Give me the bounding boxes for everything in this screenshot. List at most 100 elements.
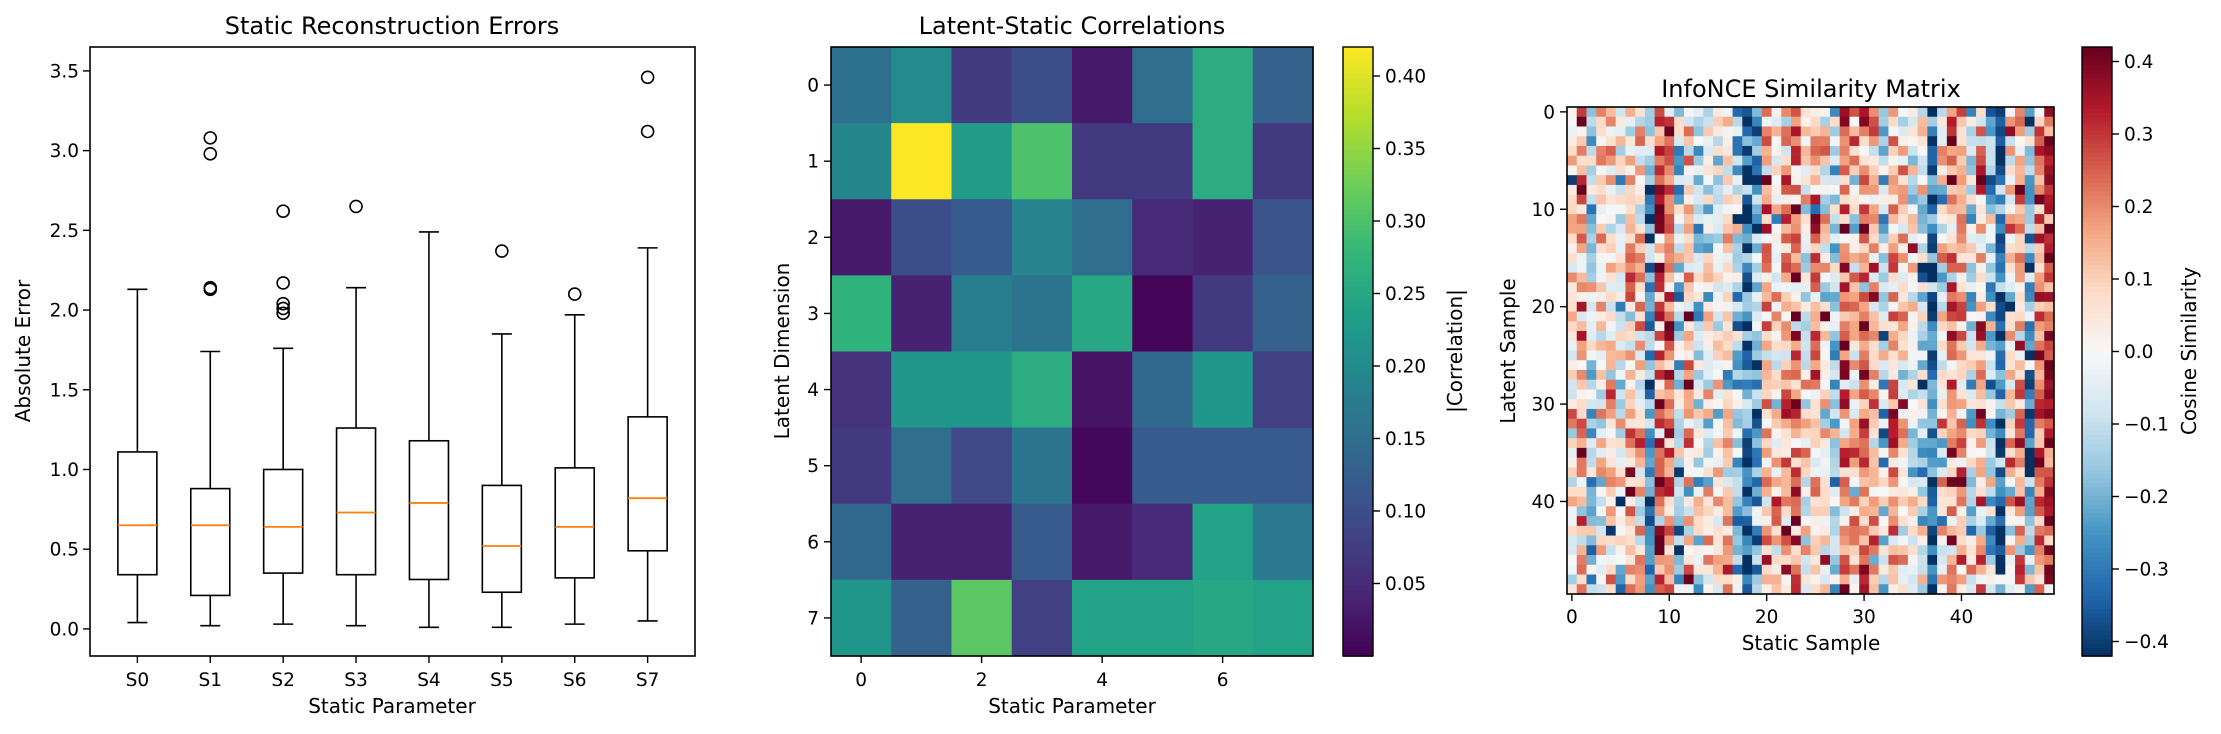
cell xyxy=(1732,408,1743,420)
cell xyxy=(1868,574,1880,585)
cell xyxy=(1625,194,1636,205)
cell xyxy=(2044,301,2055,313)
cell xyxy=(1781,145,1792,157)
cell xyxy=(1839,301,1850,313)
cell xyxy=(1800,574,1811,585)
colorbar-segment xyxy=(1343,600,1373,607)
y-tick-label: 2 xyxy=(807,228,819,249)
colorbar-segment xyxy=(1343,595,1373,601)
cell-r1-c3 xyxy=(1011,123,1073,200)
cell xyxy=(1956,301,1967,313)
cell xyxy=(1907,194,1919,205)
cell xyxy=(1956,282,1967,293)
cell xyxy=(1956,165,1967,176)
colorbar-segment xyxy=(2082,360,2112,366)
cell xyxy=(1683,360,1695,371)
cell xyxy=(1937,116,1948,127)
cell xyxy=(1810,331,1821,342)
cell xyxy=(1995,496,2006,507)
cell xyxy=(1722,184,1734,196)
cell xyxy=(1829,282,1841,293)
cell xyxy=(1761,253,1773,264)
cell xyxy=(1946,564,1958,576)
cell xyxy=(1654,516,1665,527)
cell xyxy=(1868,311,1880,322)
cell xyxy=(2034,418,2045,429)
cell xyxy=(1927,145,1938,157)
cell xyxy=(1829,184,1841,196)
cell xyxy=(1888,545,1899,556)
colorbar-segment xyxy=(2082,642,2112,649)
cell xyxy=(1878,340,1889,351)
colorbar-segment xyxy=(2082,51,2112,57)
cell xyxy=(1907,408,1919,420)
cell xyxy=(1596,282,1607,293)
cell xyxy=(1567,564,1578,576)
cell xyxy=(1635,574,1646,585)
cell xyxy=(2024,506,2036,517)
cell xyxy=(1703,379,1714,390)
cell xyxy=(1995,564,2006,576)
cell xyxy=(1868,496,1880,507)
cell xyxy=(1878,253,1889,264)
colorbar-segment xyxy=(2082,303,2112,309)
cell xyxy=(1635,438,1646,449)
cell-r1-c7 xyxy=(1252,123,1314,200)
cell xyxy=(1937,516,1948,527)
cell xyxy=(1946,467,1958,478)
cell xyxy=(1859,214,1870,225)
cell xyxy=(1878,194,1889,205)
cell xyxy=(1586,486,1597,498)
cell xyxy=(1605,467,1617,478)
cell xyxy=(1567,321,1578,332)
colorbar-segment xyxy=(2082,86,2112,92)
cell xyxy=(2015,535,2026,546)
cell xyxy=(1849,418,1860,429)
cell xyxy=(1644,399,1656,410)
cell xyxy=(1732,506,1743,517)
cell xyxy=(1625,272,1636,283)
cell xyxy=(1791,272,1802,283)
cell xyxy=(1635,584,1646,595)
cell-r7-c7 xyxy=(1252,579,1314,657)
cell xyxy=(1946,107,1958,118)
colorbar-segment xyxy=(2082,60,2112,66)
colorbar-segment xyxy=(1343,569,1373,576)
cell xyxy=(2044,525,2055,537)
cell xyxy=(2005,428,2016,439)
cell xyxy=(1693,408,1704,420)
cell xyxy=(1674,253,1685,264)
cell xyxy=(1674,408,1685,420)
cell xyxy=(1859,447,1870,459)
cell xyxy=(1615,545,1626,556)
cell xyxy=(1722,233,1734,244)
cell xyxy=(1732,165,1743,176)
y-tick-label: 1 xyxy=(807,152,819,173)
cell xyxy=(1810,389,1821,400)
cell xyxy=(1878,399,1889,410)
cell xyxy=(1976,175,1987,186)
cell xyxy=(1761,555,1773,566)
cell xyxy=(1635,272,1646,283)
cell xyxy=(1752,194,1763,205)
cell xyxy=(1605,175,1617,186)
colorbar-segment xyxy=(1343,518,1373,525)
cell xyxy=(1576,165,1587,176)
cell xyxy=(1898,457,1909,468)
cell xyxy=(1888,584,1899,595)
cell xyxy=(1839,136,1850,147)
cell xyxy=(1586,584,1597,595)
cell xyxy=(1693,477,1704,488)
cell xyxy=(1703,496,1714,507)
colorbar-segment xyxy=(1343,427,1373,434)
cell xyxy=(1625,428,1636,439)
cell xyxy=(1839,350,1850,361)
colorbar-segment xyxy=(1343,508,1373,515)
cell xyxy=(1586,350,1597,361)
cell xyxy=(1752,516,1763,527)
cell xyxy=(1771,389,1782,400)
cell xyxy=(1888,331,1899,342)
cell xyxy=(1800,477,1811,488)
cell xyxy=(1898,525,1909,537)
